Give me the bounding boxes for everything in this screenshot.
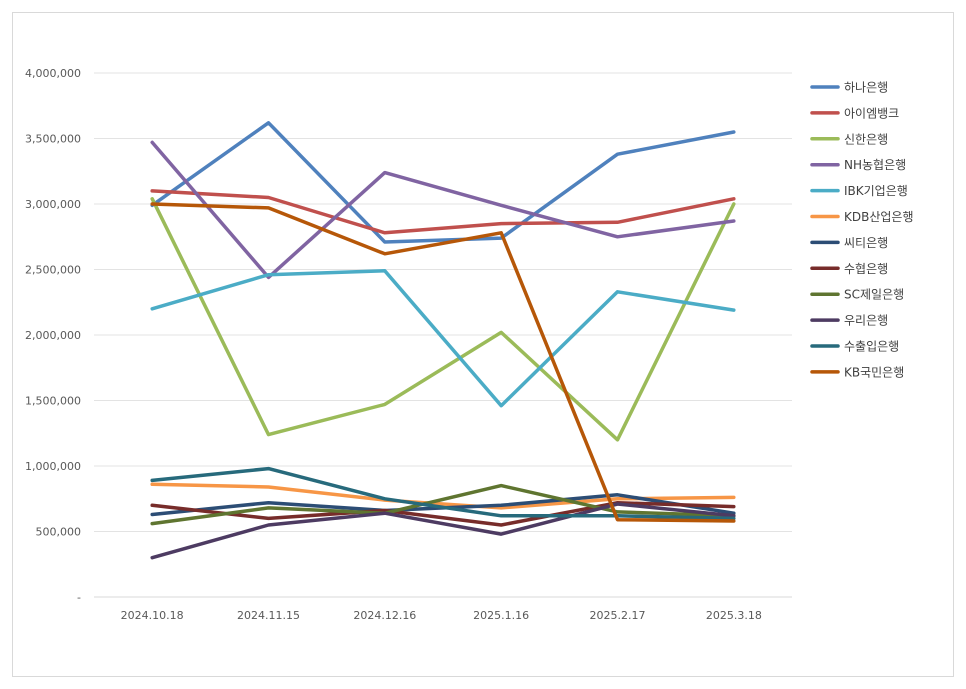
y-tick-label: 1,500,000	[25, 395, 81, 408]
legend-item: 수협은행	[810, 261, 888, 276]
y-tick-label: 4,000,000	[25, 67, 81, 80]
series-line-9	[150, 502, 736, 560]
x-axis-tick-labels: 2024.10.18 2024.11.15 2024.12.16 2025.1.16 2…	[121, 609, 762, 622]
legend-item: 우리은행	[810, 313, 888, 328]
legend-label: 아이엠뱅크	[844, 106, 899, 120]
y-tick-label: 2,000,000	[25, 329, 81, 342]
series-line-7	[150, 500, 736, 527]
legend-item: NH농협은행	[810, 157, 906, 172]
series-lines	[150, 121, 736, 560]
series-line-10	[150, 466, 736, 521]
y-tick-label: 1,000,000	[25, 460, 81, 473]
x-tick-label: 2024.11.15	[237, 609, 300, 622]
legend-item: KDB산업은행	[810, 209, 914, 224]
y-axis-tick-labels: - 500,000 1,000,000 1,500,000 2,000,000 2,500…	[25, 67, 81, 604]
legend-item: IBK기업은행	[810, 183, 908, 198]
legend-item: 신한은행	[810, 131, 888, 146]
series-line-8	[150, 483, 736, 526]
series-line-4	[150, 269, 736, 408]
legend-label: 수출입은행	[844, 339, 899, 354]
x-tick-label: 2025.2.17	[590, 609, 646, 622]
legend-label: 씨티은행	[844, 235, 888, 250]
legend-label: 하나은행	[844, 80, 888, 95]
y-tick-label: 2,500,000	[25, 264, 81, 277]
legend-label: 우리은행	[844, 313, 888, 328]
legend-label: 수협은행	[844, 261, 888, 276]
y-tick-label: -	[77, 591, 81, 604]
series-line-11	[150, 202, 736, 523]
legend-item: 아이엠뱅크	[810, 106, 899, 120]
x-tick-label: 2024.10.18	[121, 609, 184, 622]
series-line-2	[150, 197, 736, 442]
legend-item: 씨티은행	[810, 235, 888, 250]
legend-label: NH농협은행	[844, 157, 906, 172]
legend-item: SC제일은행	[810, 287, 904, 302]
legend-item: 수출입은행	[810, 339, 899, 354]
series-line-1	[150, 189, 736, 235]
series-line-0	[150, 121, 736, 244]
y-tick-label: 3,000,000	[25, 198, 81, 211]
x-tick-label: 2025.1.16	[473, 609, 529, 622]
y-tick-label: 500,000	[36, 526, 82, 539]
y-tick-label: 3,500,000	[25, 133, 81, 146]
legend-item: 하나은행	[810, 80, 888, 95]
legend-label: SC제일은행	[844, 287, 904, 302]
legend-label: KDB산업은행	[844, 209, 914, 224]
legend-item: KB국민은행	[810, 364, 904, 379]
gridlines	[94, 72, 792, 598]
x-tick-label: 2025.3.18	[706, 609, 762, 622]
x-tick-label: 2024.12.16	[353, 609, 416, 622]
legend-label: IBK기업은행	[844, 183, 908, 198]
series-line-3	[150, 140, 736, 280]
legend-label: 신한은행	[844, 131, 888, 146]
legend-label: KB국민은행	[844, 364, 904, 379]
